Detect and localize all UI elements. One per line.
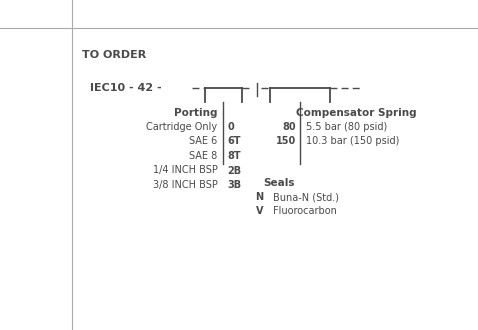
Text: Cartridge Only: Cartridge Only [146,122,217,132]
Text: 1/4 INCH BSP: 1/4 INCH BSP [152,166,217,176]
Text: 80: 80 [282,122,296,132]
Text: Fluorocarbon: Fluorocarbon [273,207,337,216]
Text: N: N [255,192,263,202]
Text: SAE 6: SAE 6 [189,137,217,147]
Text: 10.3 bar (150 psid): 10.3 bar (150 psid) [306,137,400,147]
Text: SAE 8: SAE 8 [189,151,217,161]
Text: Compensator Spring: Compensator Spring [296,108,417,118]
Text: Porting: Porting [174,108,217,118]
Text: 3B: 3B [228,180,241,190]
Text: 3/8 INCH BSP: 3/8 INCH BSP [152,180,217,190]
Text: 0: 0 [228,122,234,132]
Text: 6T: 6T [228,137,241,147]
Text: Seals: Seals [263,178,294,188]
Text: 5.5 bar (80 psid): 5.5 bar (80 psid) [306,122,387,132]
Text: 2B: 2B [228,166,241,176]
Text: 150: 150 [276,137,296,147]
Text: TO ORDER: TO ORDER [82,50,146,60]
Text: V: V [256,207,263,216]
Text: IEC10 - 42 -: IEC10 - 42 - [90,83,162,93]
Text: Buna-N (Std.): Buna-N (Std.) [273,192,339,202]
Text: 8T: 8T [228,151,241,161]
